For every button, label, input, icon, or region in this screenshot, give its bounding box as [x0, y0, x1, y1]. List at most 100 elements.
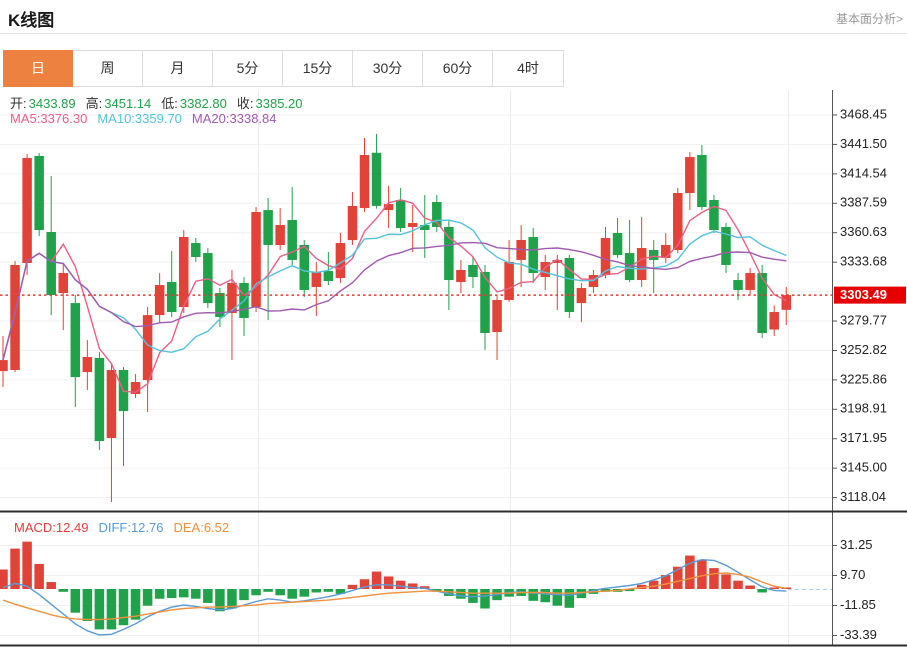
macd-bar [480, 589, 490, 609]
macd-bar [468, 589, 478, 603]
last-price-value: 3303.49 [840, 287, 887, 302]
candle-body [106, 370, 117, 439]
tab-4hour[interactable]: 4时 [493, 51, 563, 86]
candle-body [154, 285, 165, 316]
candle-body [142, 315, 153, 381]
ohlc-close: 收: 3385.20 [236, 96, 303, 111]
price-tick-label: 3171.95 [840, 430, 887, 445]
dea-line [2, 572, 787, 621]
last-price-tag: 3303.49 [834, 286, 906, 304]
candle-body [58, 273, 68, 294]
price-tick-label: 3468.45 [840, 106, 887, 121]
gridlines [0, 91, 832, 644]
candle-body [781, 295, 791, 310]
ma-ma10: MA10:3359.70 [97, 111, 182, 126]
macd-bar [58, 589, 68, 592]
macd-bar [142, 589, 153, 606]
price-tick-label: 3387.59 [840, 195, 887, 210]
panel-separators [0, 510, 907, 647]
candle-body [395, 200, 406, 229]
macd-bar [154, 589, 165, 599]
candle-body [552, 259, 563, 264]
tab-weekly[interactable]: 周 [73, 51, 143, 86]
candle-body [383, 204, 394, 211]
candle-body [82, 357, 93, 373]
tab-30min[interactable]: 30分 [353, 51, 423, 86]
macd-tick-label: 9.70 [840, 567, 865, 582]
candle-body [347, 206, 358, 241]
macd-bar [769, 587, 779, 589]
tab-15min[interactable]: 15分 [283, 51, 353, 86]
candle-body [203, 253, 213, 304]
candle-body [697, 155, 707, 207]
macd-readout: MACD:12.49 DIFF:12.76 DEA:6.52 [14, 520, 239, 535]
candle-body [757, 273, 767, 333]
macd-bar [600, 589, 611, 592]
candle-body [0, 360, 8, 372]
candle-body [564, 257, 575, 313]
ohlc-low: 低: 3382.80 [161, 96, 227, 111]
macd-bar [673, 566, 683, 589]
macd-dea: DEA:6.52 [173, 520, 230, 535]
price-axis: 3468.45 3441.50 3414.54 3387.59 3360.63 3333.… [832, 90, 887, 645]
candle-body [636, 248, 647, 281]
macd-bar [540, 589, 550, 603]
price-tick-label: 3225.86 [840, 371, 887, 386]
macd-bar [130, 589, 141, 620]
candle-body [359, 155, 370, 208]
candle-body [299, 244, 309, 290]
candles-layer [0, 133, 791, 503]
macd-bar [22, 541, 32, 589]
candle-body [215, 293, 225, 318]
macd-bar [311, 589, 322, 593]
candle-body [456, 269, 466, 283]
macd-bar [383, 576, 394, 589]
candle-body [166, 282, 177, 313]
candle-body [600, 237, 611, 276]
tab-60min[interactable]: 60分 [423, 51, 493, 86]
macd-bar [721, 574, 731, 589]
candle-body [335, 243, 346, 279]
macd-bar [359, 579, 370, 589]
tab-5min[interactable]: 5分 [213, 51, 283, 86]
price-tick-label: 3252.82 [840, 342, 887, 357]
macd-tick-label: -33.39 [840, 627, 877, 642]
tab-monthly[interactable]: 月 [143, 51, 213, 86]
candle-body [311, 271, 322, 288]
ohlc-readout: 开: 3433.89 高: 3451.14 低: 3382.80 收: 3385.20 [10, 93, 313, 112]
macd-tick-label: -11.85 [840, 597, 876, 612]
macd-macd: MACD:12.49 [14, 520, 89, 535]
candle-body [275, 225, 285, 245]
candle-body [492, 300, 502, 333]
macd-bar [661, 575, 671, 589]
macd-bar [371, 571, 382, 589]
macd-bar [757, 589, 767, 593]
candle-body [251, 212, 261, 308]
macd-bar [733, 580, 743, 589]
candle-body [10, 264, 20, 371]
ma5-line [2, 199, 787, 393]
candle-body [371, 152, 382, 206]
diff-line [2, 558, 787, 636]
fundamental-analysis-link[interactable]: 基本面分析> [835, 12, 903, 26]
macd-bars-layer [0, 541, 791, 630]
macd-bar [251, 589, 261, 596]
macd-bar [347, 584, 358, 589]
macd-bar [552, 589, 563, 606]
candle-body [733, 280, 743, 290]
macd-diff: DIFF:12.76 [98, 520, 164, 535]
candle-body [685, 156, 695, 194]
candle-body [673, 193, 683, 251]
macd-bar [299, 589, 309, 597]
price-tick-label: 3118.04 [840, 489, 886, 504]
candle-body [263, 210, 273, 245]
macd-bar [287, 589, 297, 599]
tab-daily[interactable]: 日 [3, 50, 73, 87]
macd-bar [70, 589, 81, 613]
ma-readout: MA5:3376.30 MA10:3359.70 MA20:3338.84 [10, 111, 287, 126]
macd-bar [0, 569, 8, 589]
candle-body [94, 357, 105, 442]
candle-body [46, 231, 56, 295]
candle-body [769, 312, 779, 330]
